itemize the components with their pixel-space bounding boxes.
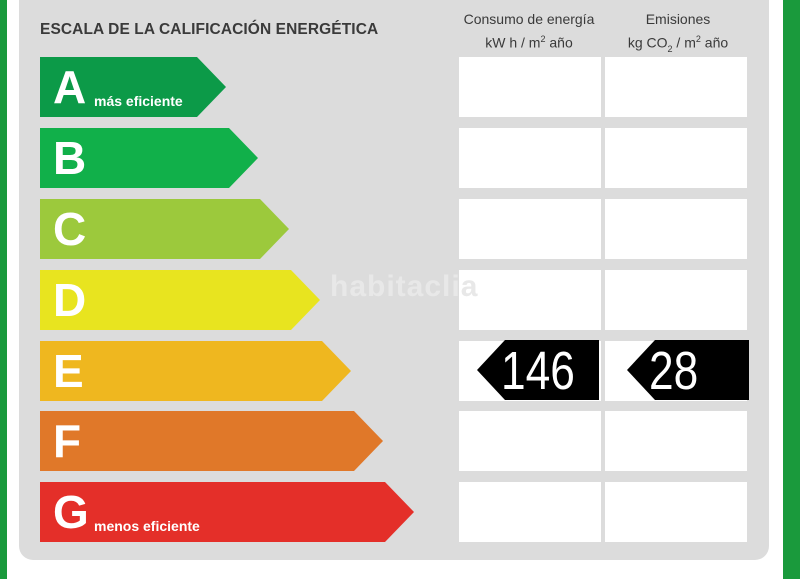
class-bar-f: F (40, 411, 383, 471)
consumo-cell-b (459, 128, 601, 188)
emisiones-marker-arrow (627, 340, 749, 400)
class-arrow-d (40, 270, 320, 330)
emisiones-cell-a (605, 57, 747, 117)
class-bar-b: B (40, 128, 258, 188)
consumo-column-header: Consumo de energía kW h / m2 año (448, 9, 610, 53)
class-arrow-g (40, 482, 414, 542)
emisiones-header-label: Emisiones (645, 11, 711, 27)
consumo-cell-c (459, 199, 601, 259)
emisiones-cell-c (605, 199, 747, 259)
class-letter-c: C (53, 203, 87, 255)
scale-row-g: G menos eficiente (0, 482, 800, 542)
watermark-logo: habitaclia (330, 270, 479, 303)
class-bar-d: D (40, 270, 320, 330)
scale-row-c: C (0, 199, 800, 259)
consumo-rating-marker: 146 (477, 340, 599, 401)
class-bar-e: E (40, 341, 351, 401)
class-letter-e: E (53, 345, 84, 397)
class-letter-a: A (53, 61, 87, 113)
emisiones-cell-g (605, 482, 747, 542)
class-letter-f: F (53, 415, 82, 467)
consumo-cell-g (459, 482, 601, 542)
class-arrow-a (40, 57, 226, 117)
emisiones-column-header: Emisiones kg CO2 / m2 año (598, 9, 758, 58)
class-arrow-c (40, 199, 289, 259)
consumo-cell-d (459, 270, 601, 330)
frame-right-border (783, 0, 800, 579)
scale-row-d: D (0, 270, 800, 330)
emisiones-header-unit: kg CO2 / m2 año (627, 34, 729, 55)
class-note-a: más eficiente (94, 93, 183, 109)
class-bar-g: G menos eficiente (40, 482, 414, 542)
consumo-header-label: Consumo de energía (463, 11, 595, 27)
emisiones-rating-value: 28 (649, 341, 699, 401)
consumo-cell-f (459, 411, 601, 471)
class-letter-d: D (53, 274, 87, 326)
emisiones-cell-b (605, 128, 747, 188)
emisiones-rating-marker: 28 (627, 340, 749, 401)
frame-left-border (0, 0, 7, 579)
class-note-g: menos eficiente (94, 518, 200, 534)
scale-title: ESCALA DE LA CALIFICACIÓN ENERGÉTICA (40, 21, 379, 38)
class-bar-a: A más eficiente (40, 57, 226, 117)
class-arrow-e (40, 341, 351, 401)
consumo-cell-a (459, 57, 601, 117)
scale-row-f: F (0, 411, 800, 471)
class-arrow-f (40, 411, 383, 471)
class-arrow-b (40, 128, 258, 188)
consumo-rating-value: 146 (501, 341, 575, 401)
emisiones-cell-d (605, 270, 747, 330)
class-bar-c: C (40, 199, 289, 259)
emisiones-cell-f (605, 411, 747, 471)
scale-row-e: E 146 28 (0, 340, 800, 401)
consumo-header-unit: kW h / m2 año (485, 34, 573, 51)
scale-row-a: A más eficiente (0, 57, 800, 117)
class-letter-g: G (53, 486, 89, 538)
consumo-marker-arrow (477, 340, 599, 400)
scale-row-b: B (0, 128, 800, 188)
class-letter-b: B (53, 132, 87, 184)
